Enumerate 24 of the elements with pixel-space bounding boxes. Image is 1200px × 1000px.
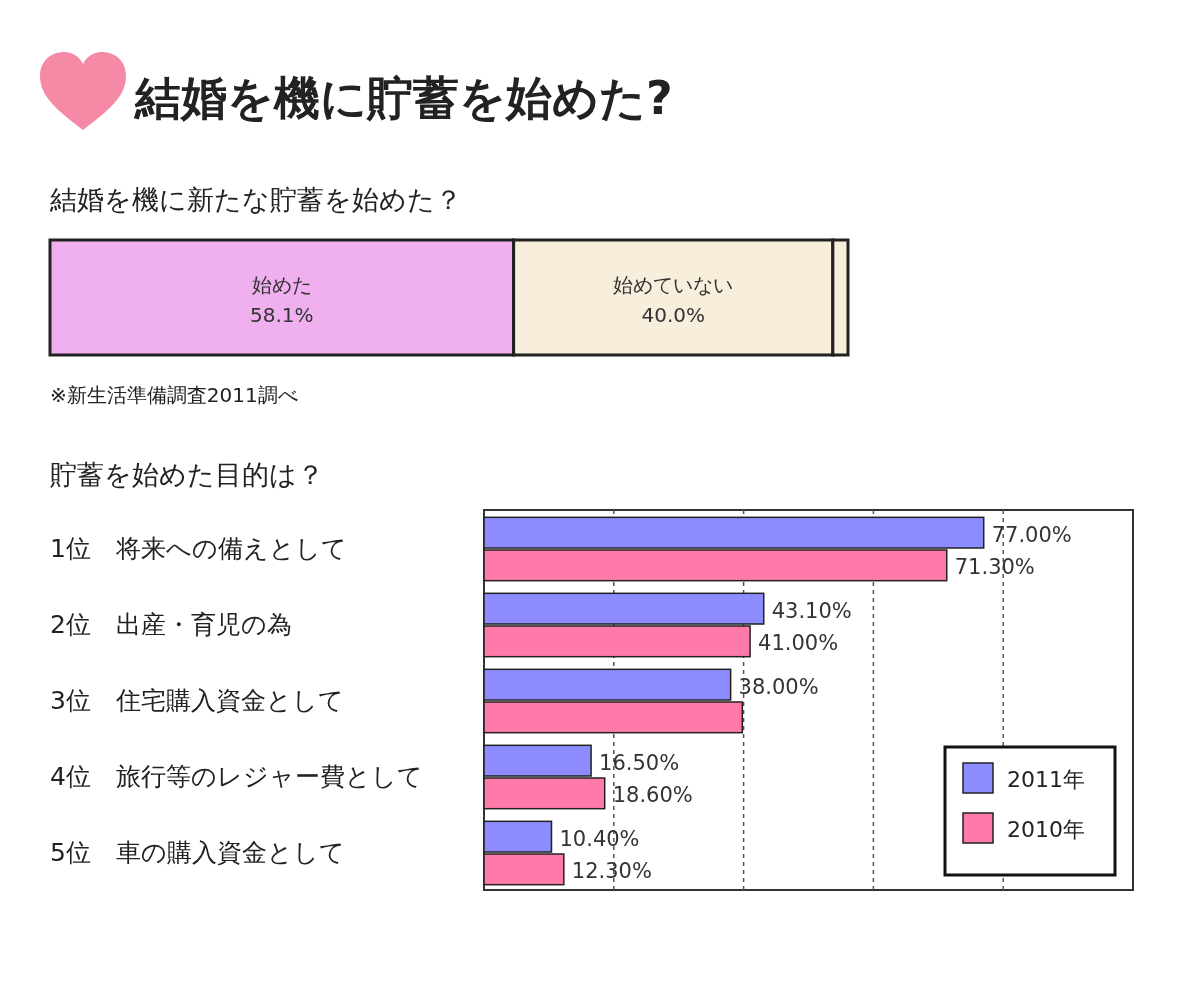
data-label: 71.30% bbox=[954, 555, 1035, 580]
chart-subtitle: 結婚を機に新たな貯蓄を始めた？ bbox=[49, 184, 462, 215]
data-label: 40.0% bbox=[641, 302, 706, 327]
data-label: 16.50% bbox=[599, 750, 680, 775]
data-label: 10.40% bbox=[559, 826, 640, 851]
y-tick-label: 3位 住宅購入資金として bbox=[50, 686, 344, 715]
data-label: 38.00% bbox=[738, 674, 819, 699]
data-label: 41.00% bbox=[758, 631, 839, 656]
data-label: 43.10% bbox=[771, 598, 852, 623]
data-label: 12.30% bbox=[571, 859, 652, 884]
series-label: 始めた bbox=[251, 272, 312, 297]
data-label: 58.1% bbox=[250, 302, 314, 327]
legend-label: 2011年 bbox=[1007, 767, 1085, 792]
y-tick-label: 4位 旅行等のレジャー費として bbox=[50, 762, 423, 791]
y-tick-label: 1位 将来への備えとして bbox=[50, 534, 347, 563]
series-label: 始めていない bbox=[613, 272, 734, 297]
text: ※新生活準備調査2011調べ bbox=[50, 383, 298, 407]
legend-label: 2010年 bbox=[1007, 817, 1085, 842]
data-label: 77.00% bbox=[991, 522, 1072, 547]
data-label: 18.60% bbox=[612, 783, 693, 808]
y-tick-label: 5位 車の購入資金として bbox=[50, 838, 345, 867]
text: 貯蓄を始めた目的は？ bbox=[50, 459, 324, 490]
y-tick-label: 2位 出産・育児の為 bbox=[50, 610, 292, 639]
chart-title: 結婚を機に貯蓄を始めた? bbox=[133, 71, 673, 125]
